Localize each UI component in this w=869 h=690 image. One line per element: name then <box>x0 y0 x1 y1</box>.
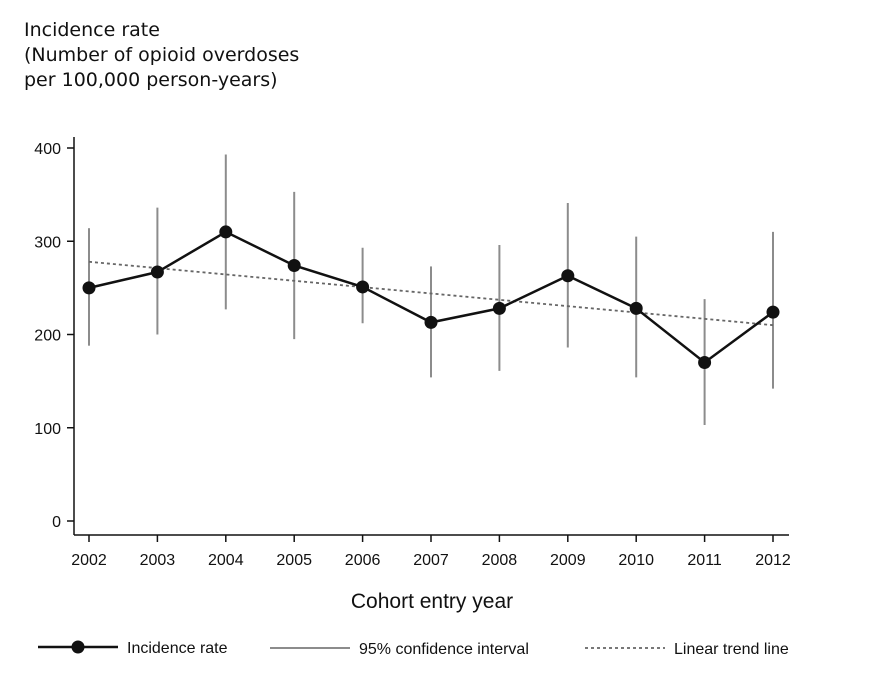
legend: Incidence rate 95% confidence interval L… <box>38 640 789 658</box>
data-point <box>629 301 643 315</box>
data-point <box>561 269 575 283</box>
x-tick-label: 2004 <box>208 552 244 569</box>
y-tick-label: 400 <box>34 141 61 158</box>
y-tick-label: 300 <box>34 234 61 251</box>
data-point <box>356 280 370 294</box>
data-point <box>219 225 233 239</box>
incidence-rate-points <box>82 225 780 369</box>
legend-ci-label: 95% confidence interval <box>359 641 529 658</box>
x-tick-label: 2008 <box>482 552 518 569</box>
axes: 0 100 200 300 400 2002 2003 2004 2005 2006 2007 200… <box>34 137 791 569</box>
x-axis-title: Cohort entry year <box>351 590 513 613</box>
data-point <box>766 305 780 319</box>
y-axis-title: Incidence rate (Number of opioid overdos… <box>24 18 299 93</box>
y-tick-label: 0 <box>52 514 61 531</box>
x-tick-label: 2010 <box>618 552 654 569</box>
y-axis-title-line-3: per 100,000 person-years) <box>24 69 278 91</box>
legend-incidence-label: Incidence rate <box>127 640 228 657</box>
x-tick-label: 2009 <box>550 552 586 569</box>
data-point <box>698 355 712 369</box>
y-tick-label: 200 <box>34 328 61 345</box>
data-point <box>492 301 506 315</box>
x-tick-label: 2007 <box>413 552 449 569</box>
x-tick-label: 2011 <box>687 552 722 569</box>
legend-trend-label: Linear trend line <box>674 641 789 658</box>
x-tick-label: 2005 <box>276 552 312 569</box>
data-point <box>287 258 301 272</box>
y-axis-title-line-1: Incidence rate <box>24 19 160 41</box>
y-axis-title-line-2: (Number of opioid overdoses <box>24 44 300 66</box>
data-point <box>82 281 96 295</box>
confidence-intervals <box>88 154 774 425</box>
x-tick-label: 2002 <box>71 552 107 569</box>
data-point <box>424 315 438 329</box>
x-tick-label: 2012 <box>755 552 791 569</box>
x-tick-label: 2003 <box>140 552 176 569</box>
data-point <box>150 265 164 279</box>
linear-trend-line <box>88 260 774 327</box>
x-tick-label: 2006 <box>345 552 381 569</box>
legend-incidence-marker <box>71 640 85 654</box>
y-tick-label: 100 <box>34 421 61 438</box>
